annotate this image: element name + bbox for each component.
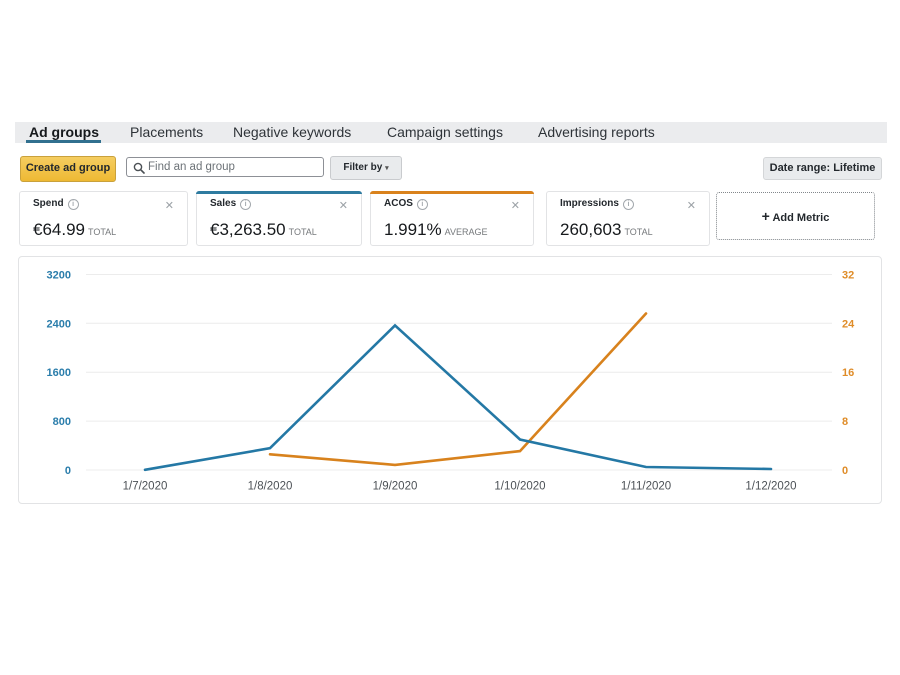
svg-text:2400: 2400 bbox=[47, 318, 71, 330]
svg-text:0: 0 bbox=[842, 465, 848, 477]
svg-text:32: 32 bbox=[842, 270, 854, 282]
svg-text:1/7/2020: 1/7/2020 bbox=[123, 481, 168, 493]
svg-text:800: 800 bbox=[53, 416, 71, 428]
svg-text:1600: 1600 bbox=[47, 367, 71, 379]
svg-text:1/9/2020: 1/9/2020 bbox=[373, 481, 418, 493]
svg-text:24: 24 bbox=[842, 318, 855, 330]
svg-text:8: 8 bbox=[842, 416, 848, 428]
svg-text:16: 16 bbox=[842, 367, 854, 379]
svg-text:1/8/2020: 1/8/2020 bbox=[248, 481, 293, 493]
svg-text:1/10/2020: 1/10/2020 bbox=[494, 481, 545, 493]
svg-text:0: 0 bbox=[65, 465, 71, 477]
svg-text:3200: 3200 bbox=[47, 270, 71, 282]
svg-text:1/11/2020: 1/11/2020 bbox=[621, 481, 671, 493]
svg-text:1/12/2020: 1/12/2020 bbox=[745, 481, 796, 493]
